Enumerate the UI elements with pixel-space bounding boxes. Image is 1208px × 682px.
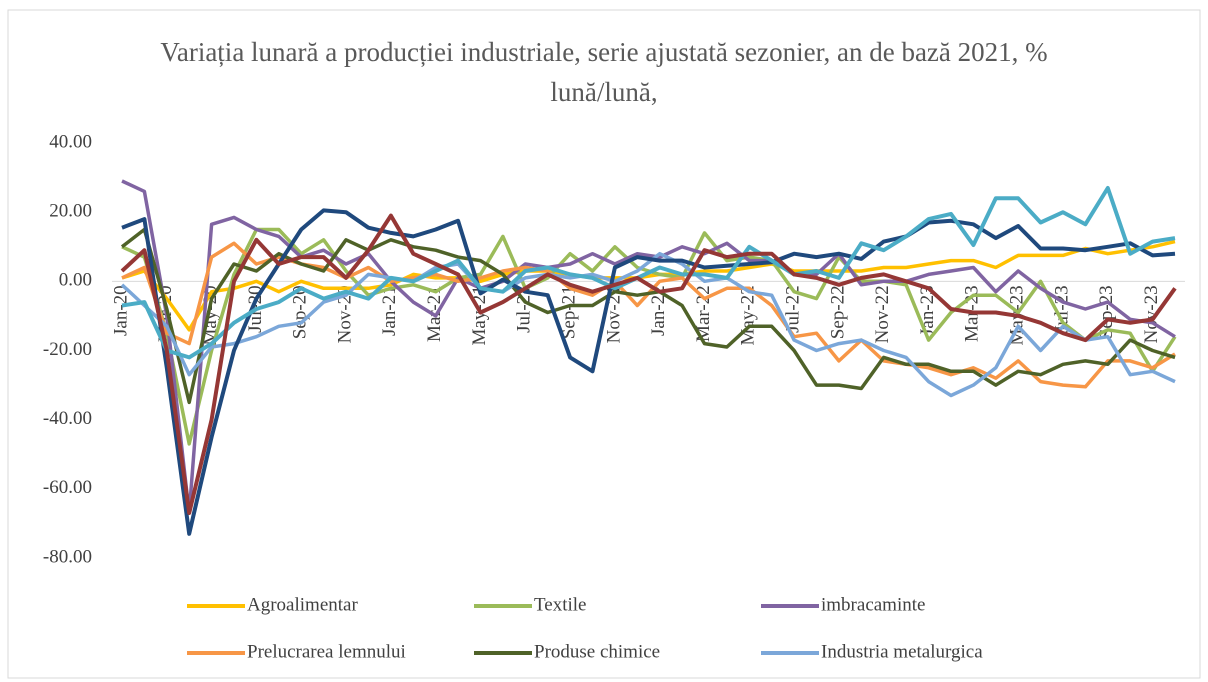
series-line: [121, 186, 1176, 360]
x-tick-label: Nov-23: [1141, 285, 1162, 343]
x-tick-label: Jan-20: [110, 285, 131, 336]
legend-label: Produse chimice: [534, 641, 660, 662]
legend-label: Textile: [534, 594, 586, 615]
series-line: [121, 208, 1176, 536]
x-tick-label: Sep-20: [290, 285, 311, 339]
x-tick-label: Sep-22: [827, 285, 848, 339]
x-tick-label: Jan-21: [379, 285, 400, 336]
x-tick-label: Sep-21: [558, 285, 579, 339]
legend-label: imbracaminte: [821, 594, 925, 615]
y-tick-label: 40.00: [49, 131, 92, 152]
y-tick-label: 0.00: [59, 270, 92, 291]
series-line: [120, 213, 1177, 515]
series-line: [120, 227, 1176, 405]
legend-label: Agroalimentar: [247, 594, 358, 615]
y-tick-label: -80.00: [43, 546, 92, 567]
y-tick-label: -60.00: [43, 477, 92, 498]
x-tick-label: Jul-21: [514, 285, 535, 333]
chart-title: Variația lunară a producției industriale…: [160, 37, 1048, 107]
x-tick-label: Jan-22: [648, 285, 669, 336]
chart-border: [7, 9, 1201, 679]
y-tick-label: 20.00: [49, 201, 92, 222]
legend-label: Industria metalurgica: [821, 641, 983, 662]
x-tick-label: Nov-20: [334, 285, 355, 343]
y-tick-label: -20.00: [43, 339, 92, 360]
series-line: [121, 179, 1176, 515]
x-tick-label: Mar-22: [693, 285, 714, 342]
y-tick-label: -40.00: [43, 408, 92, 429]
series-line: [121, 239, 1176, 332]
x-tick-label: Jul-22: [782, 285, 803, 333]
legend-label: Prelucrarea lemnului: [247, 641, 406, 662]
series-line: [120, 251, 1176, 398]
x-tick-label: Nov-22: [872, 285, 893, 343]
